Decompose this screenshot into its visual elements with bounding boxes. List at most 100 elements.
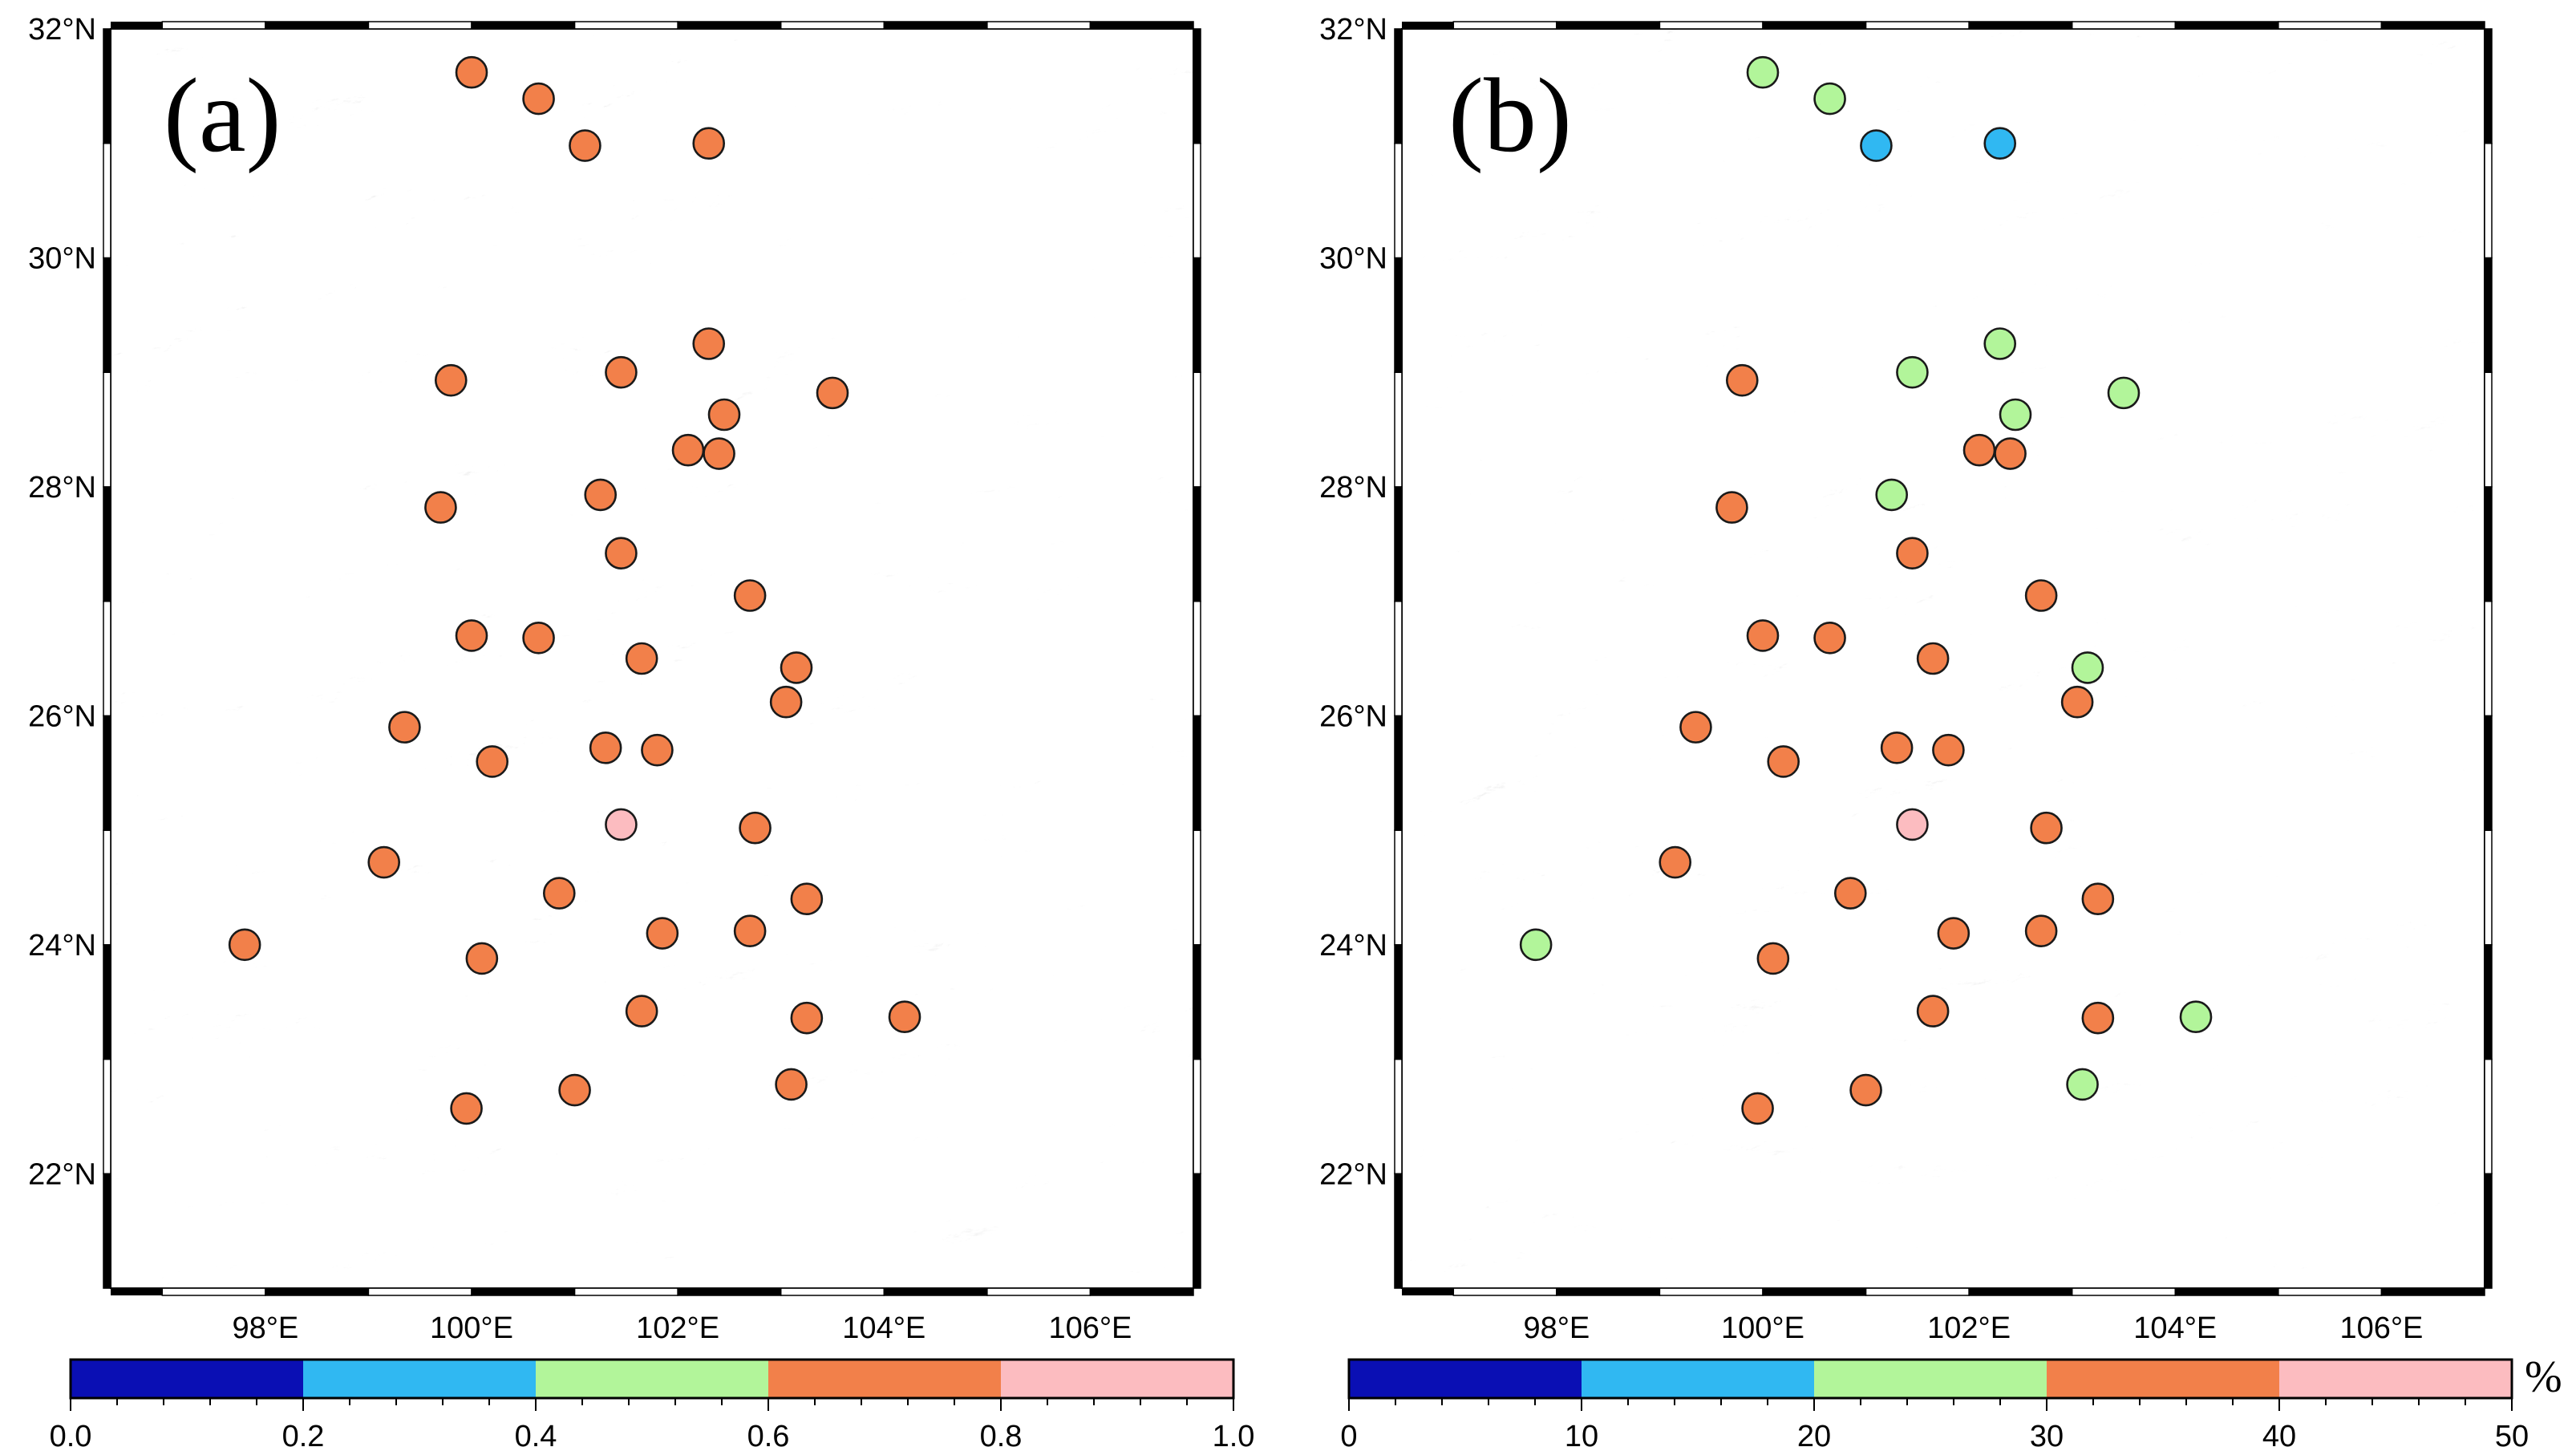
station-marker	[476, 745, 509, 778]
map-frame	[103, 21, 1201, 1296]
station-marker	[1999, 398, 2032, 432]
station-marker	[1916, 995, 1950, 1027]
station-marker	[584, 478, 618, 512]
colorbar-bin	[303, 1360, 536, 1398]
station-marker	[733, 579, 767, 612]
station-marker	[2024, 914, 2058, 947]
station-marker	[2071, 651, 2104, 684]
lat-tick-label: 22°N	[1319, 1157, 1387, 1191]
colorbar-bin	[536, 1360, 768, 1398]
colorbar: 0 10 20 30 40 50%	[1340, 1352, 2562, 1447]
shaded-relief	[1402, 29, 2485, 1288]
station-marker	[1741, 1092, 1774, 1125]
station-marker	[1813, 622, 1846, 655]
colorbar-tick-label: 0.2	[282, 1420, 325, 1447]
station-marker	[790, 1001, 824, 1035]
colorbar-bin	[2279, 1360, 2512, 1398]
lon-tick-label: 98°E	[1523, 1311, 1590, 1345]
station-marker	[1896, 537, 1929, 569]
colorbar-tick-label: 0.6	[747, 1420, 790, 1447]
panel-label: (a)	[164, 56, 281, 174]
station-marker	[465, 942, 499, 975]
station-marker	[1860, 129, 1893, 162]
lat-tick-label: 26°N	[1319, 699, 1387, 733]
lon-tick-label: 102°E	[636, 1311, 719, 1345]
colorbar-bin	[1814, 1360, 2047, 1398]
lat-tick-label: 26°N	[28, 699, 96, 733]
station-marker	[522, 622, 555, 655]
station-marker	[1746, 619, 1780, 652]
lat-tick-label: 28°N	[28, 471, 96, 505]
lon-tick-label: 104°E	[842, 1311, 925, 1345]
station-marker	[1833, 877, 1867, 910]
colorbar-bin	[1582, 1360, 1814, 1398]
station-marker	[2081, 1001, 2115, 1035]
station-markers	[1519, 55, 2213, 1125]
station-marker	[1896, 808, 1929, 841]
colorbar-tick-label: 0	[1340, 1420, 1357, 1447]
station-marker	[605, 355, 638, 389]
station-marker	[692, 127, 726, 160]
colorbar-bin	[2047, 1360, 2279, 1398]
station-marker	[1767, 745, 1800, 778]
station-marker	[1715, 491, 1748, 524]
station-marker	[625, 995, 658, 1027]
station-marker	[1880, 732, 1914, 764]
station-marker	[888, 1000, 921, 1034]
station-marker	[2081, 882, 2115, 916]
station-marker	[1756, 942, 1790, 975]
lat-tick-label: 30°N	[28, 241, 96, 275]
lon-tick-label: 100°E	[430, 1311, 513, 1345]
station-marker	[569, 129, 601, 162]
lon-tick-label: 106°E	[2339, 1311, 2423, 1345]
station-marker	[388, 711, 421, 744]
lon-tick-label: 100°E	[1721, 1311, 1804, 1345]
lon-tick-label: 106°E	[1048, 1311, 1132, 1345]
station-marker	[2107, 376, 2141, 410]
station-marker	[455, 55, 488, 89]
station-marker	[707, 398, 741, 432]
station-marker	[739, 811, 772, 845]
map-frame	[1394, 21, 2493, 1296]
station-marker	[1519, 928, 1553, 962]
station-marker	[2066, 1068, 2099, 1101]
colorbar-tick-label: 1.0	[1213, 1420, 1255, 1447]
colorbar-bin	[1001, 1360, 1233, 1398]
station-marker	[1659, 845, 1692, 879]
station-marker	[228, 928, 261, 962]
station-marker	[625, 642, 658, 675]
station-marker	[1679, 711, 1712, 744]
station-marker	[1937, 917, 1970, 950]
station-marker	[780, 651, 813, 684]
colorbar-bin	[1349, 1360, 1582, 1398]
lat-tick-label: 24°N	[28, 929, 96, 963]
lat-tick-label: 32°N	[28, 13, 96, 47]
station-marker	[542, 877, 576, 910]
station-marker	[2030, 811, 2063, 845]
station-marker	[1725, 363, 1759, 397]
station-marker	[1932, 733, 1965, 767]
lat-tick-label: 32°N	[1319, 13, 1387, 47]
station-marker	[790, 882, 824, 916]
station-marker	[703, 437, 735, 470]
station-marker	[450, 1092, 483, 1125]
station-marker	[1962, 433, 1996, 467]
station-marker	[692, 327, 726, 360]
station-marker	[1916, 642, 1950, 675]
station-marker	[434, 363, 468, 397]
lat-tick-label: 28°N	[1319, 471, 1387, 505]
station-marker	[1746, 55, 1780, 89]
station-marker	[558, 1073, 591, 1107]
lat-tick-label: 30°N	[1319, 241, 1387, 275]
station-markers	[228, 55, 921, 1125]
colorbar-tick-label: 0.0	[50, 1420, 92, 1447]
lon-tick-label: 98°E	[232, 1311, 298, 1345]
map-panel-a: 98°E 100°E 102°E 104°E 106°E 22°N 24°N 26°N 28°N…	[28, 13, 1255, 1447]
station-marker	[1875, 478, 1909, 512]
station-marker	[2060, 685, 2094, 719]
station-marker	[455, 619, 488, 652]
station-marker	[1849, 1073, 1882, 1107]
lon-tick-label: 102°E	[1927, 1311, 2011, 1345]
station-marker	[2024, 579, 2058, 612]
